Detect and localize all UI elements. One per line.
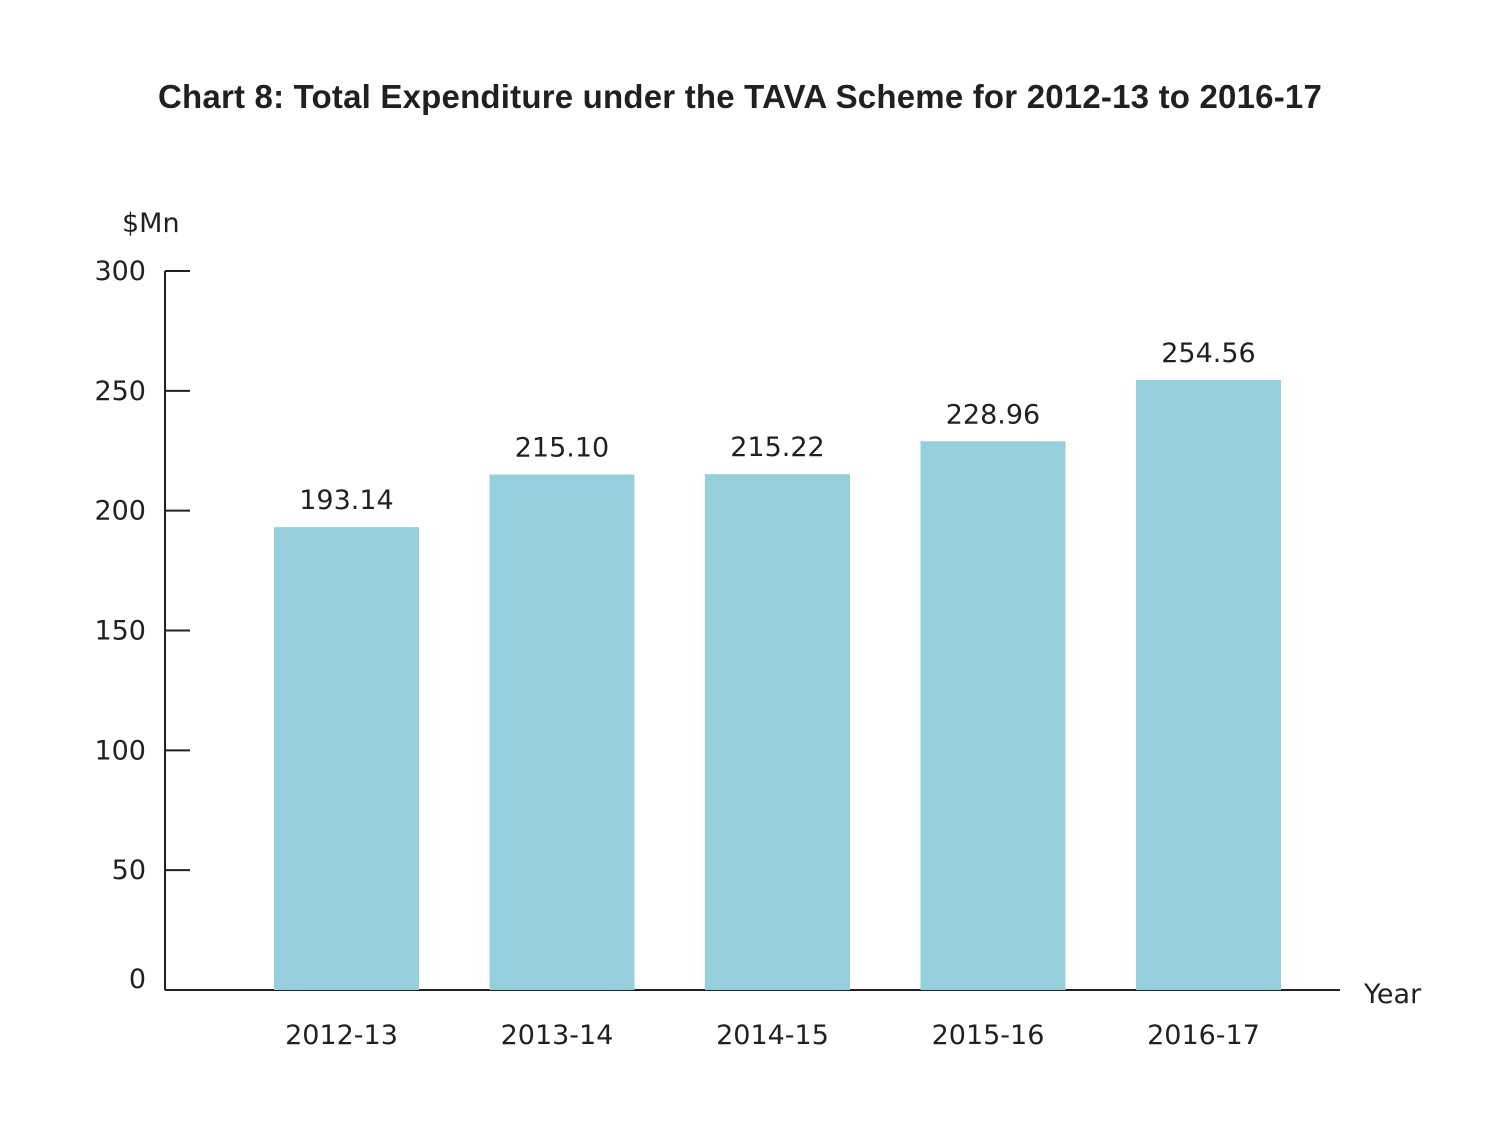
bar-2013-14	[489, 474, 635, 990]
y-tick-label-200: 200	[94, 496, 146, 527]
y-tick-label-100: 100	[94, 735, 146, 766]
y-axis-label: $Mn	[122, 208, 180, 239]
y-tick-label-300: 300	[94, 256, 146, 287]
x-tick-label-2015-16: 2015-16	[932, 1020, 1045, 1051]
x-tick-label-2014-15: 2014-15	[716, 1020, 829, 1051]
y-tick-label-50: 50	[112, 855, 146, 886]
y-tick-label-250: 250	[94, 376, 146, 407]
x-axis: 2012-13 2013-14 2014-15 2015-16 2016-17	[165, 989, 1340, 1051]
bar-2015-16	[920, 441, 1066, 991]
x-axis-label: Year	[1363, 979, 1422, 1010]
x-tick-label-2016-17: 2016-17	[1147, 1020, 1260, 1051]
bar-2012-13	[274, 527, 419, 990]
data-label-2016-17: 254.56	[1161, 338, 1255, 369]
data-label-2014-15: 215.22	[730, 432, 824, 463]
y-axis: 0 50 100 150 200 250 300	[94, 256, 190, 995]
x-tick-label-2012-13: 2012-13	[285, 1020, 398, 1051]
bar-2016-17	[1136, 379, 1281, 990]
data-label-2013-14: 215.10	[515, 432, 609, 463]
bar-2014-15	[705, 474, 850, 990]
x-tick-label-2013-14: 2013-14	[501, 1020, 614, 1051]
y-tick-label-150: 150	[94, 616, 146, 647]
bars: 193.14 215.10 215.22 228.96 254.56	[274, 338, 1281, 991]
data-label-2012-13: 193.14	[299, 485, 393, 516]
chart-title: Chart 8: Total Expenditure under the TAV…	[158, 78, 1322, 115]
data-label-2015-16: 228.96	[946, 399, 1040, 430]
y-tick-label-0: 0	[129, 964, 146, 995]
